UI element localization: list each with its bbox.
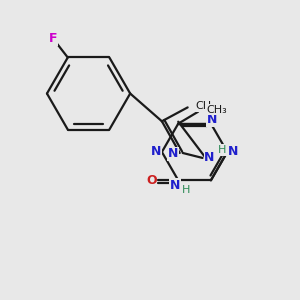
Text: F: F [49, 32, 57, 45]
Text: N: N [170, 179, 181, 192]
Text: H: H [218, 145, 226, 155]
Text: N: N [151, 146, 161, 158]
Text: CH₃: CH₃ [206, 105, 227, 115]
Text: N: N [168, 148, 178, 160]
Text: N: N [204, 152, 214, 164]
Text: N: N [228, 146, 238, 158]
Text: O: O [146, 174, 157, 187]
Text: H: H [182, 185, 190, 195]
Text: N: N [207, 113, 217, 126]
Text: CH₃: CH₃ [196, 101, 216, 111]
